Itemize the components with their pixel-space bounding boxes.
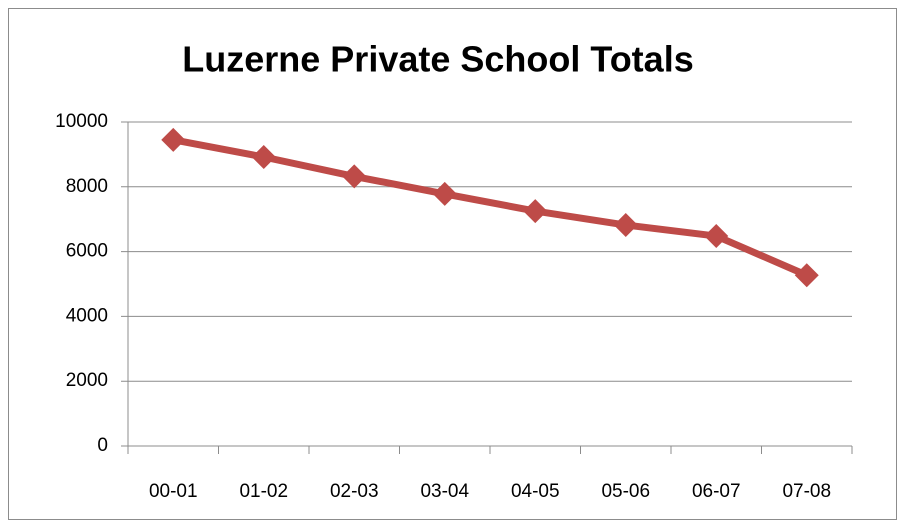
data-point <box>251 144 276 169</box>
x-tick-label: 03-04 <box>420 481 469 502</box>
x-tick-label: 02-03 <box>330 481 379 502</box>
data-point <box>523 199 548 224</box>
x-tick-label: 06-07 <box>692 481 741 502</box>
y-tick-label: 0 <box>97 435 108 456</box>
y-tick-label: 4000 <box>66 305 108 326</box>
data-point <box>704 224 729 249</box>
y-tick-label: 10000 <box>55 111 108 132</box>
y-tick-label: 6000 <box>66 241 108 262</box>
chart-title: Luzerne Private School Totals <box>182 39 693 80</box>
x-tick-label: 04-05 <box>511 481 560 502</box>
data-point <box>161 127 186 152</box>
y-tick-label: 2000 <box>66 370 108 391</box>
x-tick-label: 01-02 <box>239 481 288 502</box>
data-point <box>794 263 819 288</box>
data-point <box>613 213 638 238</box>
chart-border <box>8 8 897 520</box>
y-tick-label: 8000 <box>66 176 108 197</box>
x-tick-label: 05-06 <box>601 481 650 502</box>
x-tick-label: 00-01 <box>149 481 198 502</box>
series-line <box>172 136 809 279</box>
x-tick-label: 07-08 <box>782 481 831 502</box>
data-point <box>432 181 457 206</box>
data-point <box>342 164 367 189</box>
